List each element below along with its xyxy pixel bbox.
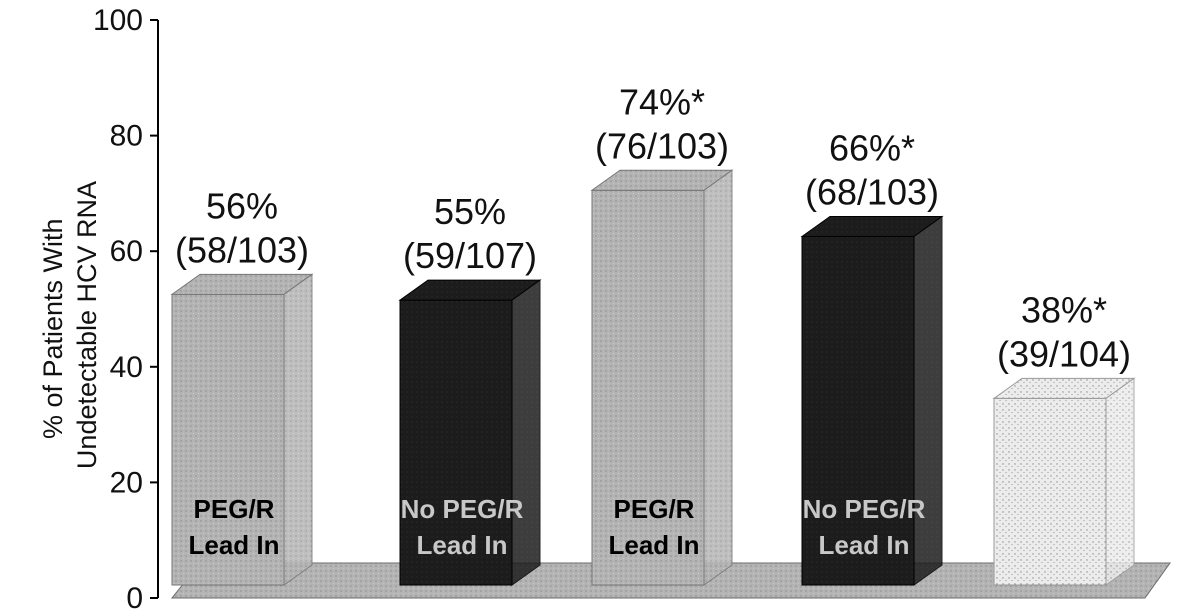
bar-side xyxy=(283,273,313,586)
bar-percent-label: 38%* xyxy=(1021,289,1107,330)
bar: No PEG/R Lead In xyxy=(398,279,542,586)
y-tick-label: 80 xyxy=(110,120,143,153)
bar-count-label: (76/103) xyxy=(595,125,729,166)
bar-side xyxy=(1105,377,1135,586)
bar-inside-label: Lead In xyxy=(188,530,279,560)
bar-inside-label: No PEG/R xyxy=(401,494,524,524)
y-tick-label: 60 xyxy=(110,235,143,268)
y-tick-label: 40 xyxy=(110,351,143,384)
y-tick-label: 100 xyxy=(93,4,143,37)
bar-front xyxy=(801,236,915,586)
y-tick-label: 20 xyxy=(110,466,143,499)
bar xyxy=(992,377,1136,586)
y-axis-label: % of Patients With Undetectable HCV RNA xyxy=(38,181,102,469)
bar-front xyxy=(171,293,285,586)
bar-side xyxy=(913,215,943,586)
bar-inside-label: Lead In xyxy=(608,530,699,560)
y-axis-label-line-1: % of Patients With xyxy=(38,218,68,439)
y-axis-ticks: 0 20 40 60 80 100 xyxy=(93,4,158,610)
y-axis-label-line-2: Undetectable HCV RNA xyxy=(72,181,102,469)
bar-side xyxy=(703,169,733,586)
bar-inside-label: Lead In xyxy=(416,530,507,560)
bar-percent-label: 56% xyxy=(206,185,278,226)
bar-count-label: (39/104) xyxy=(997,333,1131,374)
bar-front xyxy=(591,189,705,586)
data-labels-group: 56%(58/103) 55%(59/107) 74%*(76/103) 66%*(6… xyxy=(175,81,1131,374)
bar-front xyxy=(399,299,513,586)
bar-percent-label: 74%* xyxy=(619,81,705,122)
bar-inside-label: PEG/R xyxy=(614,494,695,524)
bar: PEG/R Lead In xyxy=(590,169,734,586)
y-tick-label: 0 xyxy=(126,582,143,610)
bar-front xyxy=(993,397,1107,586)
bar-percent-label: 55% xyxy=(434,191,506,232)
bar-side xyxy=(511,279,541,586)
bar-count-label: (58/103) xyxy=(175,229,309,270)
bar-inside-label: No PEG/R xyxy=(803,494,926,524)
bar-percent-label: 66%* xyxy=(829,128,915,169)
bar: No PEG/R Lead In xyxy=(800,215,944,586)
bar-count-label: (59/107) xyxy=(403,235,537,276)
bar-count-label: (68/103) xyxy=(805,172,939,213)
bar-inside-label: PEG/R xyxy=(194,494,275,524)
bar-inside-label: Lead In xyxy=(818,530,909,560)
bar: PEG/R Lead In xyxy=(170,273,314,586)
